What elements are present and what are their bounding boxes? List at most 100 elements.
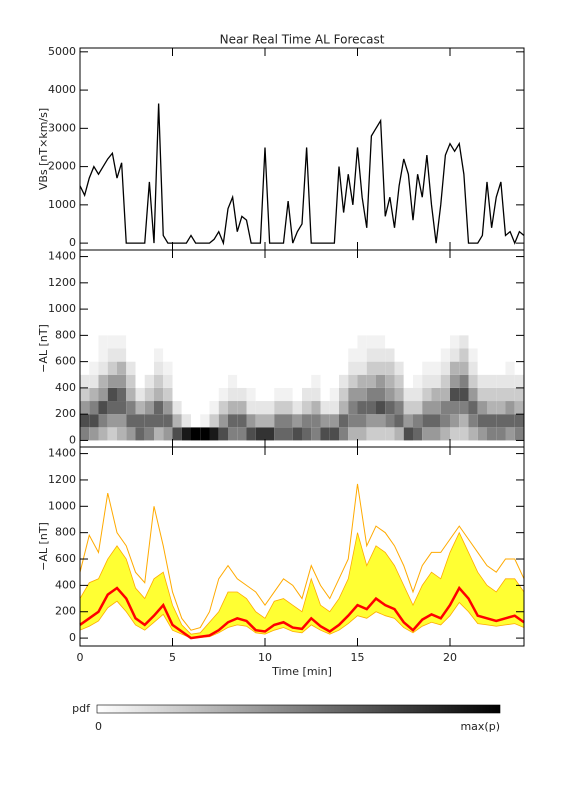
y-tick-label: 4000 [48, 83, 76, 96]
pdf-cell [191, 427, 201, 441]
pdf-cell [403, 335, 413, 349]
pdf-cell [505, 374, 515, 388]
pdf-cell [265, 401, 275, 415]
pdf-cell [107, 387, 117, 402]
pdf-cell [228, 401, 238, 415]
pdf-cell [422, 401, 432, 415]
pdf-cell [431, 361, 441, 375]
pdf-cell [422, 387, 432, 402]
pdf-cell [302, 335, 312, 349]
pdf-cell [237, 335, 247, 349]
pdf-cell [154, 387, 164, 402]
pdf-cell [274, 401, 284, 415]
pdf-cell [413, 361, 423, 375]
pdf-cell [348, 361, 358, 375]
y-tick-label: 1400 [48, 250, 76, 263]
pdf-cell [459, 335, 469, 349]
pdf-cell [292, 335, 302, 349]
pdf-cell [403, 414, 413, 428]
pdf-cell [385, 335, 395, 349]
pdf-cell [80, 401, 90, 415]
pdf-cell [144, 414, 154, 428]
pdf-cell [477, 401, 487, 415]
pdf-cell [385, 361, 395, 375]
pdf-cell [292, 387, 302, 402]
pdf-cell [144, 348, 154, 362]
pdf-cell [265, 335, 275, 349]
y-axis-label: VBs [nT×km/s] [37, 108, 50, 190]
pdf-cell [163, 374, 173, 388]
pdf-cell [329, 401, 339, 415]
y-tick-label: 0 [69, 433, 76, 446]
pdf-cell [505, 361, 515, 375]
pdf-cell [117, 348, 127, 362]
pdf-cell [357, 387, 367, 402]
pdf-cell [218, 427, 228, 441]
pdf-cell [274, 374, 284, 388]
pdf-cell [339, 414, 349, 428]
pdf-cell [366, 374, 376, 388]
pdf-cell [209, 414, 219, 428]
pdf-cell [468, 335, 478, 349]
pdf-cell [117, 414, 127, 428]
pdf-cell [283, 427, 293, 441]
y-tick-label: 1200 [48, 276, 76, 289]
pdf-cell [135, 387, 145, 402]
vbs-line [79, 103, 525, 246]
pdf-cell [107, 414, 117, 428]
pdf-cell [228, 361, 238, 375]
pdf-cell [163, 401, 173, 415]
y-tick-label: 1000 [48, 499, 76, 512]
pdf-cell [366, 401, 376, 415]
pdf-cell [228, 374, 238, 388]
pdf-cell [200, 361, 210, 375]
pdf-cell [339, 335, 349, 349]
pdf-cell [181, 374, 191, 388]
pdf-cell [450, 427, 460, 441]
pdf-cell [302, 401, 312, 415]
pdf-cell [468, 387, 478, 402]
pdf-cell [440, 414, 450, 428]
pdf-cell [376, 401, 386, 415]
pdf-cell [339, 361, 349, 375]
pdf-cell [237, 401, 247, 415]
pdf-cell [413, 348, 423, 362]
pdf-cell [339, 401, 349, 415]
pdf-cell [144, 427, 154, 441]
pdf-cell [477, 335, 487, 349]
pdf-cell [459, 361, 469, 375]
pdf-cell [135, 427, 145, 441]
pdf-cell [403, 387, 413, 402]
pdf-cell [181, 427, 191, 441]
colorbar [96, 704, 501, 714]
pdf-cell [181, 387, 191, 402]
pdf-cell [172, 361, 182, 375]
pdf-cell [311, 427, 321, 441]
pdf-cell [450, 374, 460, 388]
pdf-cell [459, 348, 469, 362]
pdf-cell [440, 387, 450, 402]
pdf-cell [496, 387, 506, 402]
pdf-cell [154, 361, 164, 375]
pdf-cell [329, 387, 339, 402]
pdf-cell [246, 401, 256, 415]
pdf-cell [228, 348, 238, 362]
pdf-cell [357, 401, 367, 415]
pdf-cell [385, 414, 395, 428]
y-tick-label: 0 [69, 631, 76, 644]
pdf-cell [98, 427, 108, 441]
pdf-cell [218, 361, 228, 375]
pdf-cell [209, 374, 219, 388]
pdf-cell [191, 401, 201, 415]
pdf-cell [117, 361, 127, 375]
pdf-cell [376, 335, 386, 349]
pdf-cell [302, 361, 312, 375]
pdf-cell [366, 361, 376, 375]
pdf-cell [218, 414, 228, 428]
pdf-cell [357, 374, 367, 388]
pdf-cell [117, 401, 127, 415]
pdf-cell [117, 427, 127, 441]
pdf-cell [117, 387, 127, 402]
pdf-cell [163, 335, 173, 349]
